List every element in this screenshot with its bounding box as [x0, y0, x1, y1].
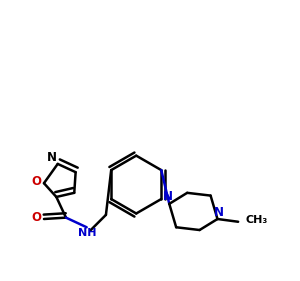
Text: O: O	[31, 211, 41, 224]
Text: O: O	[31, 175, 41, 188]
Text: N: N	[47, 151, 57, 164]
Text: N: N	[163, 191, 173, 203]
Text: CH₃: CH₃	[245, 215, 267, 225]
Text: N: N	[214, 206, 224, 219]
Text: NH: NH	[78, 228, 97, 238]
